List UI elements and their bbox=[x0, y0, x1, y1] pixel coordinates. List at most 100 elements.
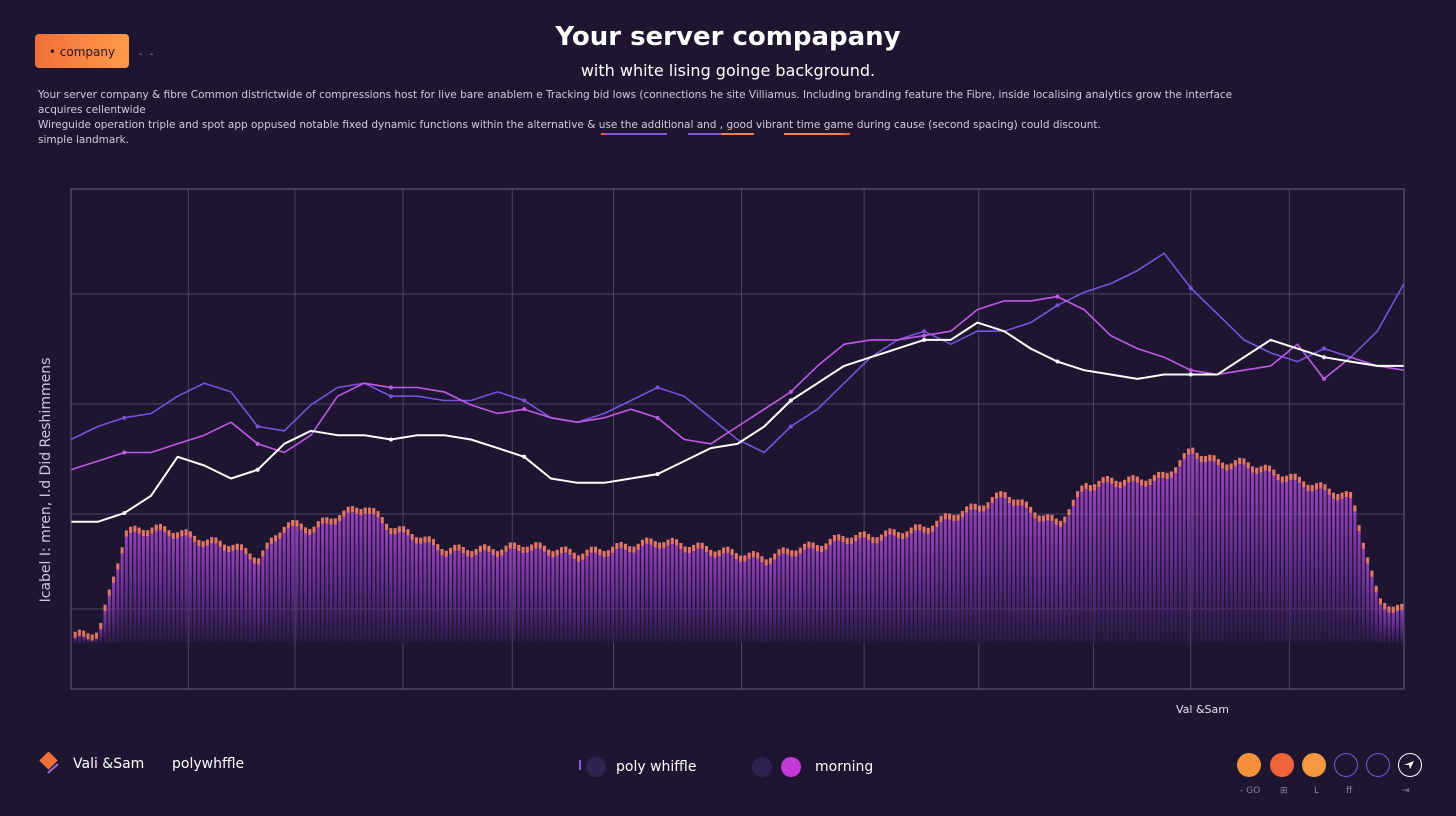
bar bbox=[1182, 453, 1186, 643]
bar bbox=[376, 511, 380, 643]
bar bbox=[436, 544, 440, 643]
series-point bbox=[122, 415, 127, 420]
bar bbox=[440, 549, 444, 643]
bar-cap bbox=[1263, 464, 1267, 471]
bar-cap bbox=[107, 589, 111, 596]
bar bbox=[909, 527, 913, 643]
series-point bbox=[788, 424, 793, 429]
bar bbox=[205, 539, 209, 643]
bar bbox=[193, 535, 197, 643]
bar bbox=[1400, 603, 1404, 643]
bar bbox=[252, 557, 256, 643]
bar bbox=[960, 511, 964, 643]
bar-cap bbox=[828, 538, 832, 545]
bar-cap bbox=[722, 547, 726, 554]
bar-cap bbox=[960, 511, 964, 518]
series-point bbox=[255, 441, 260, 446]
bar-cap bbox=[197, 539, 201, 546]
bar bbox=[1118, 481, 1122, 643]
bar bbox=[1310, 485, 1314, 643]
bar bbox=[756, 552, 760, 643]
bar bbox=[504, 545, 508, 643]
legend-label-morning[interactable]: morning bbox=[815, 759, 874, 775]
send-arrow-button[interactable] bbox=[1398, 753, 1422, 777]
bar bbox=[1135, 476, 1139, 643]
bar bbox=[1225, 464, 1229, 643]
bar bbox=[1349, 492, 1353, 643]
bar bbox=[798, 547, 802, 643]
bar-cap bbox=[1204, 455, 1208, 462]
bar bbox=[623, 543, 627, 643]
legend-dot-poly-whiffle[interactable] bbox=[586, 757, 606, 777]
bar bbox=[359, 509, 363, 643]
orange-dot-button[interactable] bbox=[1237, 753, 1261, 777]
bar bbox=[1297, 476, 1301, 643]
bar bbox=[640, 539, 644, 643]
bar-cap bbox=[743, 555, 747, 562]
bar bbox=[321, 517, 325, 643]
bar-cap bbox=[572, 552, 576, 559]
bar-cap bbox=[649, 538, 653, 545]
bar bbox=[1178, 460, 1182, 643]
bar-cap bbox=[867, 533, 871, 540]
bar bbox=[1293, 473, 1297, 643]
bar bbox=[867, 533, 871, 643]
bar-cap bbox=[965, 506, 969, 513]
bar-cap bbox=[205, 539, 209, 546]
bar-cap bbox=[670, 537, 674, 544]
bar bbox=[1327, 488, 1331, 643]
company-button[interactable]: • company bbox=[35, 34, 129, 68]
bar bbox=[261, 550, 265, 643]
bar-cap bbox=[952, 514, 956, 521]
red-orange-dot-button[interactable] bbox=[1270, 753, 1294, 777]
bar bbox=[333, 518, 337, 643]
bar-cap bbox=[299, 523, 303, 530]
series-point bbox=[255, 424, 260, 429]
amber-dot-button[interactable] bbox=[1302, 753, 1326, 777]
bar bbox=[1238, 457, 1242, 643]
bar-cap bbox=[683, 546, 687, 553]
bar bbox=[222, 544, 226, 643]
bar-cap bbox=[687, 547, 691, 554]
ring-button[interactable] bbox=[1334, 753, 1358, 777]
series-point bbox=[788, 398, 793, 403]
bar bbox=[227, 546, 231, 643]
legend-label-poly-whiffle[interactable]: poly whiffle bbox=[616, 759, 697, 775]
bar bbox=[495, 551, 499, 643]
bar bbox=[1259, 466, 1263, 643]
bar-cap bbox=[1216, 459, 1220, 466]
bar bbox=[167, 530, 171, 643]
bar-cap bbox=[1268, 465, 1272, 472]
description: Your server company & fibre Common distr… bbox=[38, 88, 1238, 148]
ring-button[interactable] bbox=[1366, 753, 1390, 777]
bar bbox=[1344, 491, 1348, 643]
bar bbox=[696, 542, 700, 643]
bar-cap bbox=[756, 552, 760, 559]
bar bbox=[542, 545, 546, 643]
bar-cap bbox=[1088, 485, 1092, 492]
bar-cap bbox=[350, 506, 354, 513]
legend-dot-secondary[interactable] bbox=[752, 757, 772, 777]
bar bbox=[538, 542, 542, 643]
bar-cap bbox=[1067, 509, 1071, 516]
bar-cap bbox=[231, 544, 235, 551]
bar bbox=[1272, 469, 1276, 643]
bar-cap bbox=[858, 531, 862, 538]
bar-cap bbox=[602, 551, 606, 558]
bar bbox=[487, 545, 491, 643]
legend-dot-morning[interactable] bbox=[781, 757, 801, 777]
bar bbox=[777, 549, 781, 643]
bar-cap bbox=[453, 544, 457, 551]
bar bbox=[572, 552, 576, 643]
bar-cap bbox=[530, 544, 534, 551]
bar-cap bbox=[1148, 478, 1152, 485]
bar bbox=[939, 515, 943, 643]
bar-cap bbox=[389, 528, 393, 535]
bar-cap bbox=[1020, 499, 1024, 506]
bar-cap bbox=[274, 535, 278, 542]
bar-cap bbox=[542, 545, 546, 552]
bar bbox=[559, 547, 563, 643]
bar bbox=[1306, 484, 1310, 643]
bar bbox=[525, 546, 529, 643]
bar bbox=[363, 507, 367, 643]
